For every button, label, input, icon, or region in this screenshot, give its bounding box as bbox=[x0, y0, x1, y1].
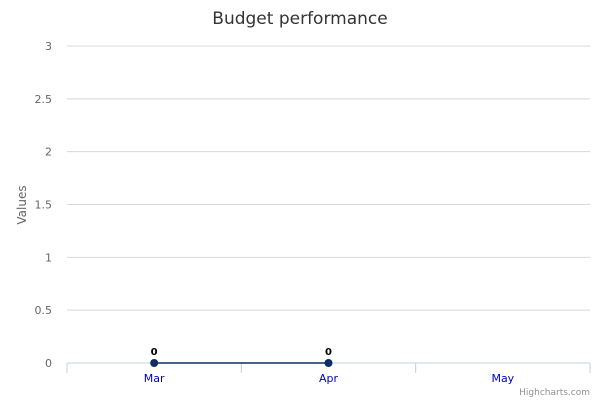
y-tick-label: 3 bbox=[45, 40, 52, 53]
y-tick-label: 0.5 bbox=[35, 304, 53, 317]
x-tick-label[interactable]: Mar bbox=[144, 372, 165, 385]
y-axis-ticks: 0 0.5 1 1.5 2 2.5 3 bbox=[35, 40, 53, 370]
gridlines bbox=[67, 45, 590, 311]
data-point[interactable] bbox=[150, 359, 159, 367]
credits-link[interactable]: Highcharts.com bbox=[519, 388, 590, 398]
series-line bbox=[150, 359, 333, 367]
y-tick-label: 2.5 bbox=[35, 93, 53, 106]
y-axis-label: Values bbox=[15, 185, 29, 224]
data-label: 0 bbox=[325, 347, 332, 358]
y-tick-label: 1.5 bbox=[35, 199, 53, 212]
chart-title: Budget performance bbox=[212, 9, 387, 29]
x-tick-label[interactable]: Apr bbox=[319, 372, 339, 385]
data-label: 0 bbox=[151, 347, 158, 358]
data-point[interactable] bbox=[324, 359, 333, 367]
x-tick-label[interactable]: May bbox=[491, 372, 514, 385]
y-tick-label: 1 bbox=[45, 251, 52, 264]
y-tick-label: 0 bbox=[45, 357, 52, 370]
y-tick-label: 2 bbox=[45, 146, 52, 159]
